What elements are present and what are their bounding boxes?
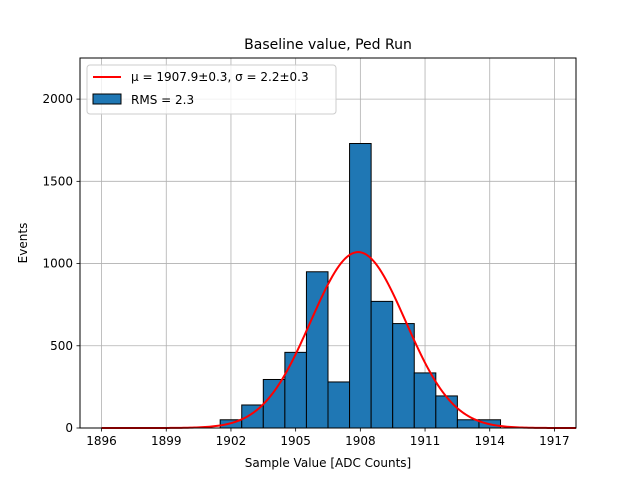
- histogram-bars: [219, 143, 502, 429]
- y-axis-label: Events: [16, 223, 30, 264]
- legend-fit-label: μ = 1907.9±0.3, σ = 2.2±0.3: [131, 70, 309, 84]
- plot-frame: [79, 57, 577, 429]
- histogram-bar: [370, 300, 394, 429]
- histogram-bar: [392, 323, 415, 429]
- y-tick-label: 1500: [42, 174, 73, 188]
- histogram-bar: [284, 351, 307, 429]
- x-tick-label: 1914: [474, 434, 505, 448]
- legend-box: [86, 64, 337, 115]
- histogram-bar: [435, 395, 458, 429]
- histogram-bar: [413, 372, 437, 429]
- histogram-bar: [349, 143, 372, 429]
- y-tick-label: 0: [65, 421, 73, 435]
- legend-rms-label: RMS = 2.3: [131, 93, 194, 107]
- histogram-bar: [262, 378, 286, 429]
- x-tick-label: 1908: [345, 434, 376, 448]
- x-tick-label: 1899: [151, 434, 182, 448]
- legend: μ = 1907.9±0.3, σ = 2.2±0.3 RMS = 2.3: [86, 64, 337, 115]
- histogram-bar: [456, 419, 480, 429]
- legend-rms-swatch: [92, 93, 122, 105]
- x-axis-ticks: 1896 1899 1902 1905 1908 1911 1914 1917: [86, 428, 570, 448]
- x-tick-label: 1896: [86, 434, 117, 448]
- histogram-bar: [305, 271, 329, 429]
- x-tick-label: 1905: [280, 434, 311, 448]
- chart-title: Baseline value, Ped Run: [244, 37, 412, 53]
- x-tick-label: 1917: [539, 434, 570, 448]
- x-axis-label: Sample Value [ADC Counts]: [245, 456, 411, 470]
- x-tick-label: 1902: [216, 434, 247, 448]
- y-tick-label: 2000: [42, 92, 73, 106]
- histogram-bar: [327, 381, 351, 429]
- y-tick-label: 500: [50, 339, 73, 353]
- y-tick-label: 1000: [42, 257, 73, 271]
- y-axis-ticks: 0 500 1000 1500 2000: [42, 92, 80, 435]
- x-tick-label: 1911: [410, 434, 441, 448]
